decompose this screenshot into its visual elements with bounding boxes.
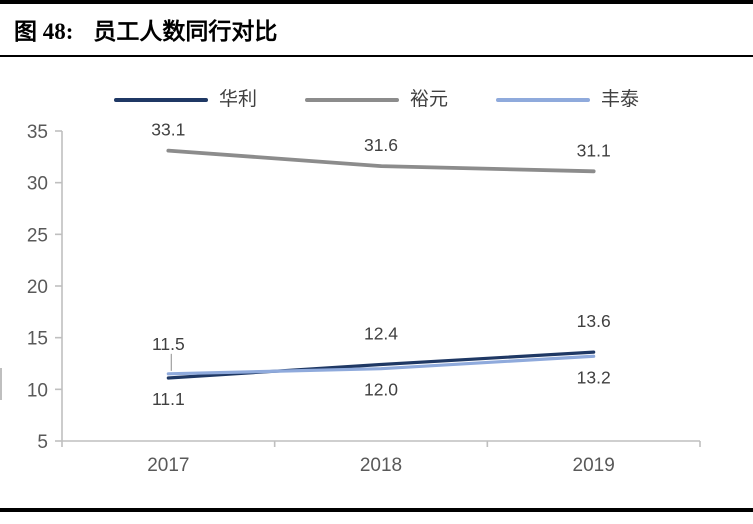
legend-item-华利: 华利 <box>113 89 257 110</box>
data-label-裕元: 31.1 <box>577 140 611 160</box>
legend-line-swatch <box>304 97 399 102</box>
chart-legend: 华利 裕元 丰泰 <box>0 90 753 109</box>
chart-plot-svg: 5 10 15 20 25 30 35 2017 2018 2019 11.1 12.4 13.6 33.… <box>27 120 701 476</box>
y-tick-label: 20 <box>27 277 48 298</box>
figure-header: 图 48: 员工人数同行对比 <box>14 12 277 46</box>
figure-title: 员工人数同行对比 <box>93 19 278 44</box>
series-line-丰泰 <box>166 354 596 376</box>
y-tick-label: 25 <box>27 225 48 246</box>
legend-line-swatch <box>496 97 590 102</box>
y-tick-label: 30 <box>27 174 48 195</box>
legend-item-裕元: 裕元 <box>304 89 448 110</box>
data-label-丰泰: 11.5 <box>152 334 185 354</box>
data-label-裕元: 33.1 <box>151 120 185 140</box>
x-tick-label: 2018 <box>360 455 402 476</box>
data-label-华利: 12.4 <box>364 324 398 344</box>
x-tick-label: 2017 <box>147 455 189 476</box>
series-line-华利 <box>166 350 596 380</box>
data-label-华利: 13.6 <box>577 311 611 331</box>
figure-number-label: 图 48: <box>14 19 74 44</box>
y-tick-label: 10 <box>27 380 48 401</box>
page-edge-artifact <box>0 368 2 400</box>
series-line-裕元 <box>166 148 596 174</box>
line-chart: 5 10 15 20 25 30 35 2017 2018 2019 11.1 12.4 13.6 33.… <box>0 57 753 508</box>
legend-label: 裕元 <box>409 89 448 110</box>
title-divider-rule <box>0 55 753 57</box>
data-label-裕元: 31.6 <box>364 135 398 155</box>
data-label-华利: 11.1 <box>152 389 185 409</box>
legend-line-swatch <box>113 97 208 102</box>
y-tick-label: 15 <box>27 329 48 350</box>
legend-label: 华利 <box>218 89 257 110</box>
top-border-rule <box>0 0 753 4</box>
legend-label: 丰泰 <box>601 89 640 110</box>
legend-item-丰泰: 丰泰 <box>496 90 639 109</box>
y-tick-label: 35 <box>27 122 48 143</box>
data-label-丰泰: 13.2 <box>577 367 611 387</box>
bottom-border-rule <box>0 508 753 512</box>
y-tick-label: 5 <box>37 432 48 453</box>
x-tick-label: 2019 <box>573 455 615 476</box>
data-label-丰泰: 12.0 <box>364 380 398 400</box>
